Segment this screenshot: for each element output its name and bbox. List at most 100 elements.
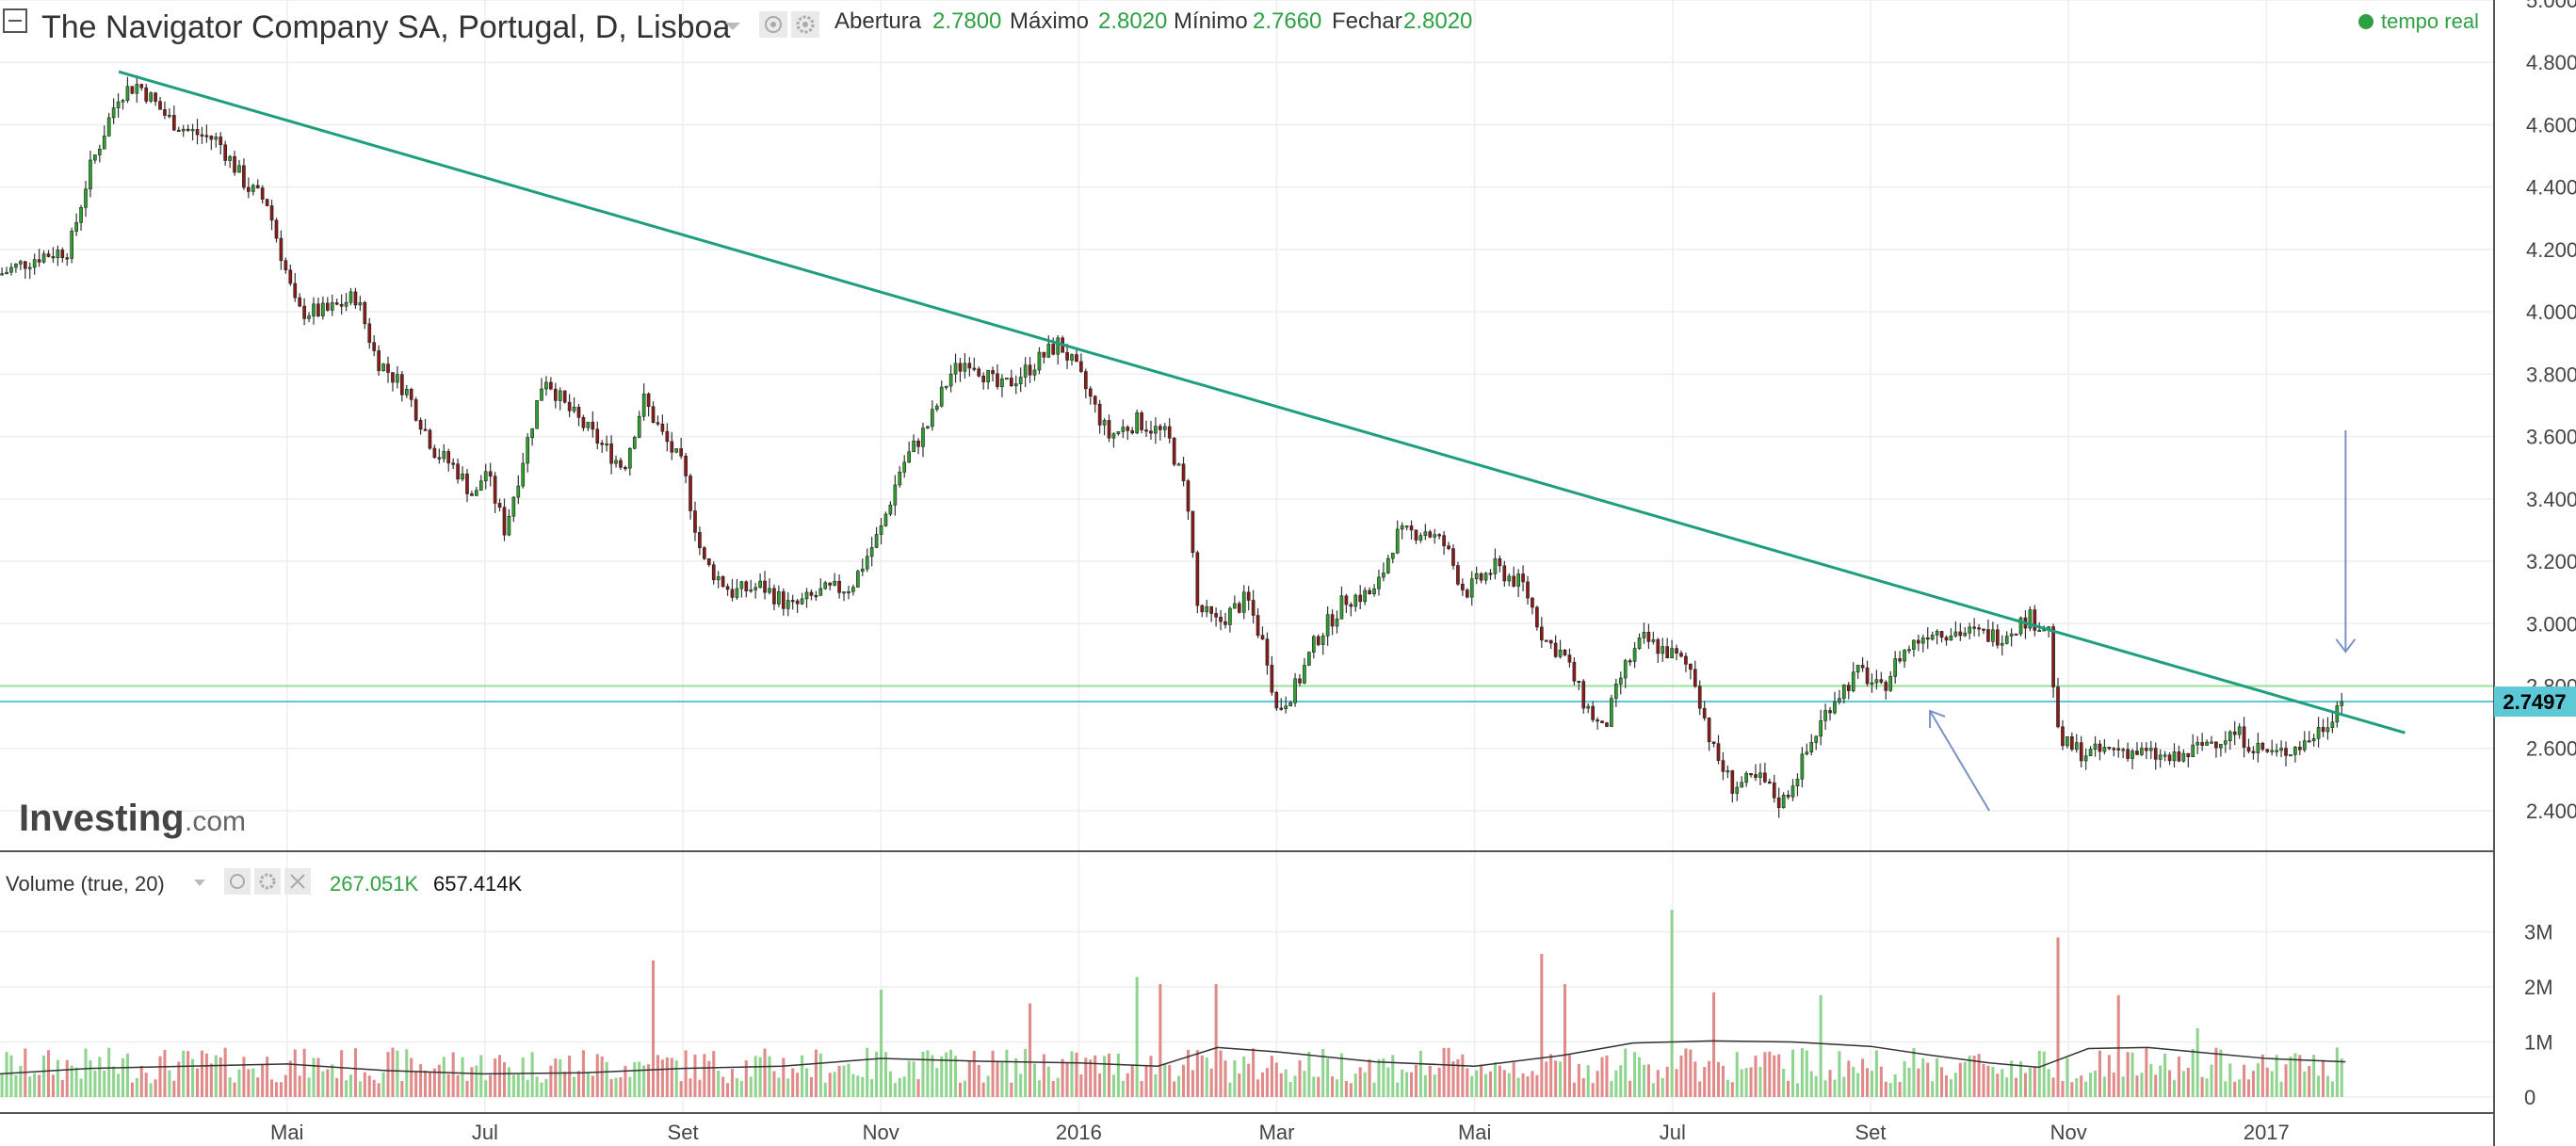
candle-body bbox=[470, 493, 474, 496]
volume-bar bbox=[1075, 1052, 1078, 1097]
volume-bar bbox=[1191, 1070, 1194, 1097]
candle-body bbox=[2307, 740, 2311, 743]
candle-body bbox=[790, 600, 795, 603]
volume-bar bbox=[1135, 977, 1139, 1097]
volume-bar bbox=[1414, 1064, 1418, 1097]
candle-body bbox=[1591, 705, 1595, 720]
volume-bar bbox=[1735, 1052, 1739, 1097]
candle-body bbox=[251, 185, 255, 192]
volume-bar bbox=[121, 1057, 125, 1097]
chevron-down-icon[interactable] bbox=[725, 23, 740, 30]
brand-name: Investing bbox=[19, 798, 185, 839]
trendline[interactable] bbox=[118, 70, 2406, 734]
candle-body bbox=[106, 117, 111, 137]
candle-body bbox=[1260, 635, 1265, 639]
candle-body bbox=[1823, 710, 1827, 721]
volume-bar bbox=[1777, 1054, 1781, 1097]
volume-bar bbox=[1274, 1062, 1278, 1097]
volume-bar bbox=[1349, 1083, 1353, 1097]
volume-bar bbox=[1344, 1081, 1348, 1097]
candle-body bbox=[2126, 749, 2130, 759]
candle-body bbox=[1000, 378, 1004, 388]
candle-body bbox=[1414, 529, 1418, 541]
candle-body bbox=[461, 473, 464, 480]
eye-icon[interactable] bbox=[224, 868, 251, 895]
volume-bar bbox=[1642, 1064, 1646, 1097]
volume-bar bbox=[1475, 1070, 1479, 1097]
volume-bar bbox=[2121, 1076, 2125, 1097]
volume-bar bbox=[991, 1050, 995, 1097]
gear-icon[interactable] bbox=[791, 11, 819, 38]
volume-bar bbox=[1418, 1050, 1422, 1097]
volume-bar bbox=[1545, 1061, 1548, 1097]
volume-axis[interactable]: 3M 2M 1M 0 bbox=[2524, 921, 2553, 1109]
candle-body bbox=[902, 461, 907, 473]
volume-bar bbox=[60, 1079, 64, 1097]
volume-bar bbox=[1531, 1071, 1534, 1097]
candle-body bbox=[703, 547, 706, 559]
volume-bar bbox=[516, 1073, 520, 1097]
volume-bar bbox=[168, 1070, 171, 1097]
volume-bar bbox=[1442, 1047, 1446, 1097]
candle-body bbox=[1711, 741, 1716, 744]
candle-body bbox=[1390, 552, 1395, 559]
volume-bar bbox=[1084, 1057, 1088, 1097]
candle-body bbox=[1665, 646, 1669, 658]
volume-bar bbox=[1252, 1048, 1256, 1097]
candle-body bbox=[1256, 615, 1260, 637]
volume-bar bbox=[912, 1061, 915, 1097]
chart-title[interactable]: The Navigator Company SA, Portugal, D, L… bbox=[41, 9, 730, 45]
candle-body bbox=[302, 305, 306, 319]
collapse-icon[interactable] bbox=[3, 8, 27, 33]
volume-bar bbox=[1177, 1075, 1181, 1097]
candle-body bbox=[363, 301, 367, 325]
volume-bar bbox=[419, 1064, 423, 1097]
candle-body bbox=[23, 261, 27, 269]
price-tick-label: 4.0000 bbox=[2526, 300, 2576, 324]
volume-bar bbox=[931, 1055, 934, 1097]
volume-bar bbox=[1917, 1068, 1920, 1097]
candle-body bbox=[1046, 344, 1051, 358]
price-axis[interactable]: 5.0000 4.8000 4.6000 4.4000 4.2000 4.0000 3.80… bbox=[2526, 0, 2576, 823]
volume-bar bbox=[1991, 1067, 1995, 1097]
arrow-annotation-down[interactable] bbox=[2335, 429, 2357, 654]
candle-body bbox=[1070, 354, 1074, 361]
candle-body bbox=[1488, 573, 1493, 575]
volume-bar bbox=[498, 1055, 502, 1097]
close-icon[interactable] bbox=[284, 868, 311, 895]
time-axis[interactable]: Mai Jul Set Nov 2016 Mar Mai Jul Set Nov 2017 bbox=[270, 1121, 2290, 1144]
gear-icon[interactable] bbox=[254, 868, 281, 895]
volume-bar bbox=[1563, 984, 1567, 1097]
horizontal-lines[interactable] bbox=[0, 685, 2494, 703]
candle-body bbox=[493, 476, 497, 504]
volume-bar bbox=[1098, 1073, 1102, 1097]
candle-body bbox=[288, 269, 293, 284]
arrow-annotation-up[interactable] bbox=[1929, 709, 1990, 812]
volume-bar bbox=[660, 1059, 664, 1097]
open-value: 2.7800 bbox=[932, 8, 1001, 34]
volume-bar bbox=[1567, 1055, 1571, 1097]
chevron-down-icon[interactable] bbox=[194, 880, 205, 886]
candle-body bbox=[209, 136, 214, 140]
eye-icon[interactable] bbox=[759, 11, 787, 38]
volume-bar bbox=[1410, 1072, 1414, 1097]
candle-body bbox=[619, 460, 623, 468]
volume-bar bbox=[1466, 1068, 1469, 1097]
volume-bar bbox=[739, 1080, 743, 1097]
candle-body bbox=[814, 595, 818, 598]
candle-body bbox=[1632, 648, 1637, 662]
candle-body bbox=[1311, 636, 1316, 653]
candle-body bbox=[51, 256, 56, 259]
candle-body bbox=[526, 437, 530, 464]
volume-bar bbox=[921, 1051, 925, 1097]
volume-title[interactable]: Volume (true, 20) bbox=[6, 872, 165, 896]
candle-body bbox=[898, 472, 902, 486]
candle-body bbox=[348, 291, 353, 303]
volume-bar bbox=[2051, 1077, 2055, 1097]
candle-body bbox=[921, 428, 925, 447]
volume-bar bbox=[2102, 1076, 2106, 1097]
candle-body bbox=[2061, 726, 2065, 747]
volume-bar bbox=[1787, 1080, 1790, 1097]
candle-body bbox=[316, 303, 320, 316]
